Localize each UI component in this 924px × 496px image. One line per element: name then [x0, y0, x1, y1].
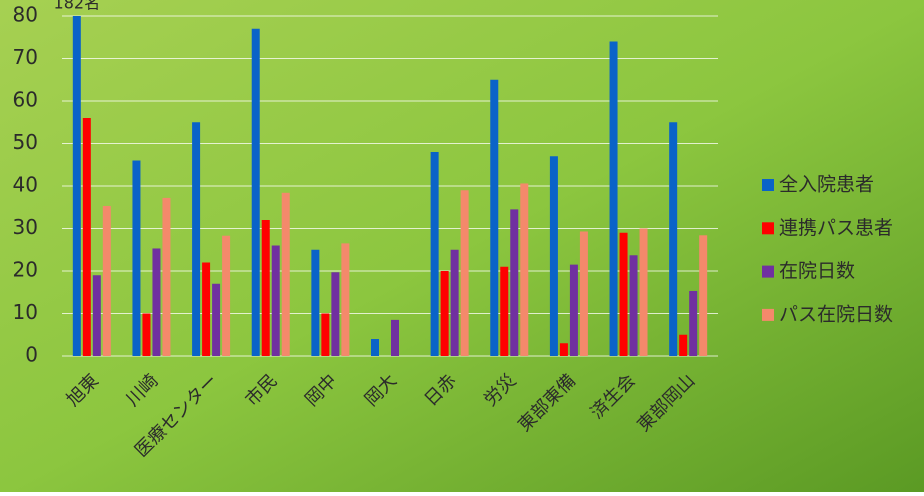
legend-label: 全入院患者	[779, 174, 874, 196]
bar	[559, 343, 568, 356]
legend-swatch	[762, 179, 774, 191]
bar	[82, 118, 91, 356]
y-tick-label: 60	[13, 88, 38, 112]
legend-label: 在院日数	[779, 260, 855, 282]
bar	[202, 262, 211, 356]
bar	[341, 243, 350, 356]
bar	[619, 232, 628, 356]
y-tick-label: 30	[13, 215, 38, 239]
bar	[679, 334, 688, 356]
bar	[629, 255, 638, 356]
bar	[520, 183, 529, 356]
bar	[72, 16, 81, 356]
bar	[92, 275, 101, 356]
bar	[281, 192, 290, 356]
bars	[72, 16, 708, 356]
bar	[639, 228, 648, 356]
bar	[430, 152, 439, 356]
bar	[132, 160, 141, 356]
bar	[450, 249, 459, 356]
bar	[371, 339, 379, 356]
bar	[609, 41, 618, 356]
y-tick-label: 10	[13, 300, 38, 324]
legend-swatch	[762, 222, 774, 235]
bar	[251, 28, 260, 356]
y-tick-label: 40	[13, 173, 38, 197]
bar	[500, 266, 509, 356]
bar	[460, 190, 469, 356]
bar	[102, 205, 111, 356]
bar	[579, 231, 588, 356]
bar	[212, 283, 221, 356]
bar	[142, 313, 151, 356]
bar	[569, 264, 578, 356]
bar	[391, 319, 399, 356]
bar	[331, 272, 340, 356]
bar	[192, 122, 201, 356]
bar	[152, 248, 161, 356]
data-label: 182名	[54, 0, 101, 13]
bar	[321, 313, 330, 356]
legend-label: 連携パス患者	[779, 217, 893, 239]
legend-label: パス在院日数	[779, 303, 893, 325]
bar	[222, 235, 231, 356]
y-tick-label: 50	[13, 130, 38, 154]
bar	[699, 235, 708, 356]
bar	[510, 209, 519, 356]
y-tick-label: 70	[13, 45, 38, 69]
y-tick-label: 0	[25, 343, 38, 367]
bar	[490, 79, 499, 356]
bar	[271, 245, 280, 356]
legend-swatch	[762, 308, 774, 321]
bar	[440, 271, 449, 356]
y-tick-label: 20	[13, 258, 38, 282]
bar	[311, 249, 320, 356]
legend-swatch	[762, 265, 774, 278]
bar	[549, 156, 558, 356]
bar	[261, 220, 270, 356]
y-tick-label: 80	[13, 3, 38, 27]
bar	[669, 122, 678, 356]
bar	[162, 197, 171, 356]
bar	[689, 290, 698, 356]
